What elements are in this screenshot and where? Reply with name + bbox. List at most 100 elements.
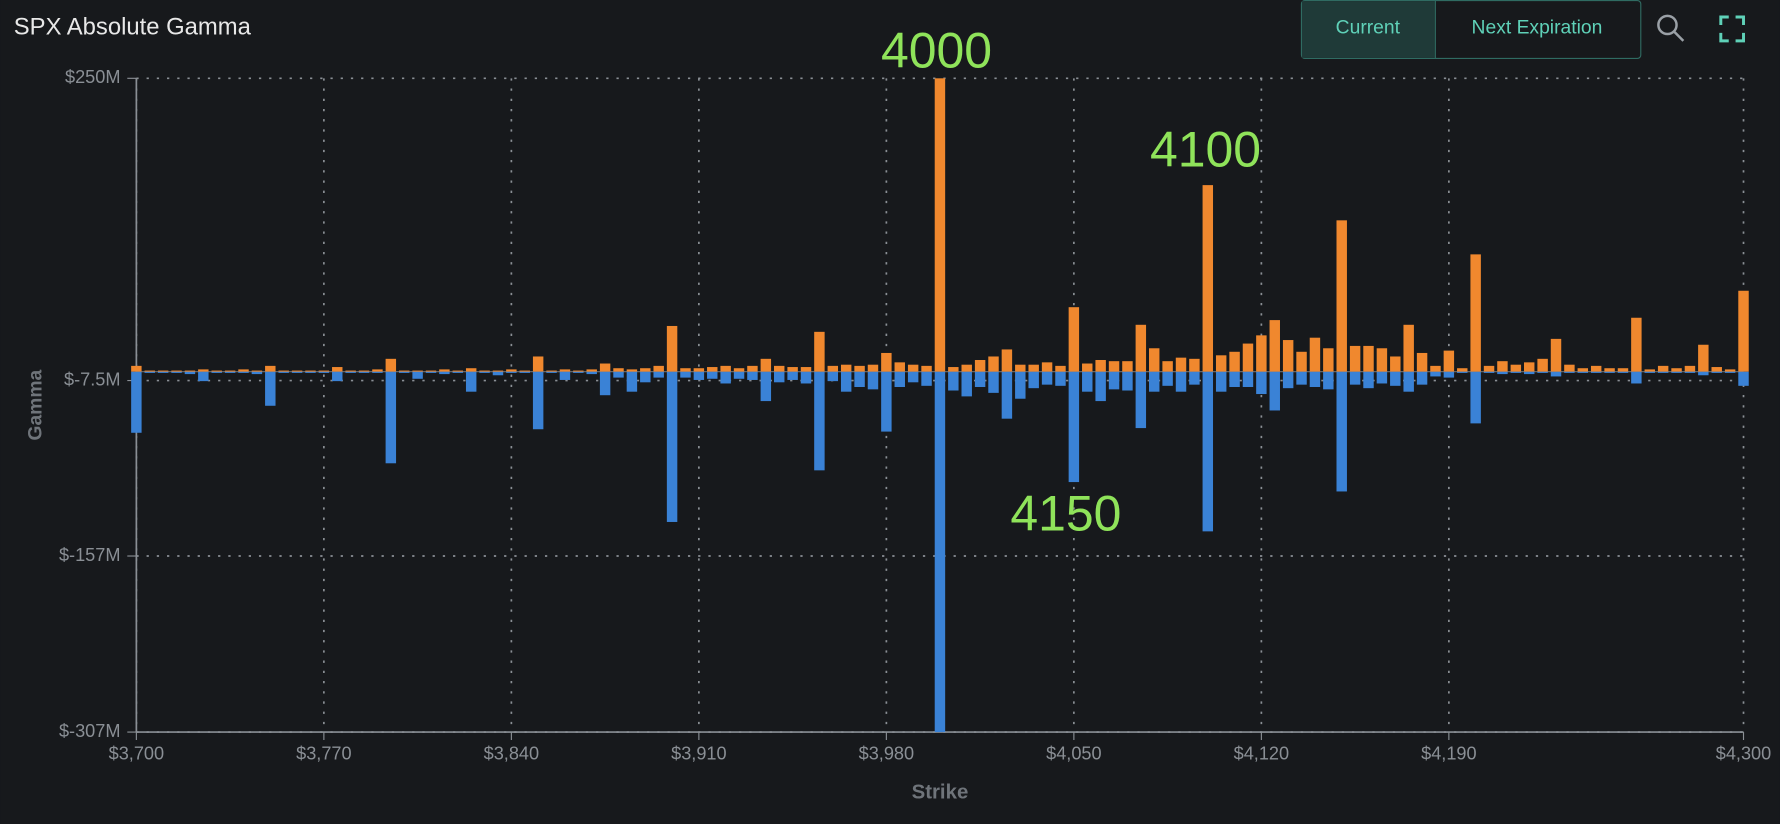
bar xyxy=(224,371,236,373)
fullscreen-icon[interactable] xyxy=(1719,15,1745,43)
bar xyxy=(1738,371,1749,386)
bar xyxy=(1510,364,1522,372)
bar xyxy=(465,368,477,372)
bar xyxy=(934,78,946,372)
bar xyxy=(385,371,397,464)
bar xyxy=(1430,371,1441,377)
bar xyxy=(599,371,611,396)
bar xyxy=(1202,185,1214,372)
bar xyxy=(814,331,825,372)
bar xyxy=(1657,371,1669,373)
bar xyxy=(948,367,959,372)
bar xyxy=(1684,365,1696,372)
bar xyxy=(747,371,758,380)
x-tick-label: $4,300 xyxy=(1716,744,1772,764)
bar xyxy=(613,368,624,372)
y-tick-label: $-307M xyxy=(59,721,121,741)
bar xyxy=(452,371,464,373)
button-group xyxy=(1300,0,1642,60)
bar xyxy=(425,371,437,373)
bar xyxy=(1269,320,1280,372)
bar xyxy=(1617,371,1629,373)
bar xyxy=(1122,361,1133,372)
bar xyxy=(1363,345,1374,372)
bar xyxy=(251,370,263,372)
annotation: 4100 xyxy=(1150,121,1261,177)
bar xyxy=(666,325,678,372)
bar xyxy=(1390,356,1401,372)
bar xyxy=(1390,371,1401,386)
bar xyxy=(157,371,169,373)
bar xyxy=(1149,371,1160,392)
bar xyxy=(1242,343,1254,372)
bar xyxy=(425,370,437,372)
bar xyxy=(934,371,946,733)
bar xyxy=(921,365,932,372)
bar xyxy=(707,367,718,372)
x-tick-label: $3,770 xyxy=(296,744,352,764)
bar xyxy=(693,368,705,372)
bar xyxy=(666,371,678,522)
bar xyxy=(1724,371,1736,373)
bar xyxy=(733,371,745,379)
bar xyxy=(1323,348,1334,372)
bar xyxy=(1309,337,1321,372)
bar xyxy=(184,371,196,375)
bar xyxy=(506,371,517,373)
bar xyxy=(1457,368,1468,372)
y-axis-title: Gamma xyxy=(26,370,47,441)
bar xyxy=(1564,364,1575,372)
bar xyxy=(412,371,423,379)
button-label[interactable]: Next Expiration xyxy=(1472,17,1603,38)
bar xyxy=(1470,371,1481,424)
bar xyxy=(680,371,691,378)
bar xyxy=(184,370,196,372)
bar xyxy=(439,371,450,375)
bar xyxy=(1657,365,1669,372)
bar xyxy=(372,369,383,372)
bar xyxy=(278,370,289,372)
bar xyxy=(867,364,879,372)
bar xyxy=(1135,324,1147,372)
bar xyxy=(1015,364,1026,372)
bar xyxy=(774,365,785,372)
bar xyxy=(144,371,155,373)
bar xyxy=(211,371,222,373)
bar xyxy=(1256,335,1267,372)
bar xyxy=(358,371,370,373)
bar xyxy=(1256,371,1267,395)
x-axis-title: Strike xyxy=(912,782,969,804)
bar xyxy=(974,371,986,387)
bar xyxy=(345,370,356,372)
bar xyxy=(1604,368,1615,372)
bar xyxy=(1524,362,1535,372)
bar xyxy=(1550,338,1562,372)
bar xyxy=(854,365,865,372)
x-tick-label: $3,840 xyxy=(484,744,539,764)
bar xyxy=(479,370,490,372)
bar xyxy=(1376,371,1388,384)
bar xyxy=(1175,371,1187,392)
bar xyxy=(1537,358,1548,372)
bar xyxy=(452,370,464,372)
bar xyxy=(1175,357,1187,372)
bar xyxy=(412,370,423,372)
bar xyxy=(492,370,504,372)
bar xyxy=(1457,371,1468,373)
bar xyxy=(1001,349,1013,372)
bar xyxy=(653,365,664,372)
bar xyxy=(1363,371,1374,389)
button-label[interactable]: Current xyxy=(1336,17,1401,38)
bar xyxy=(1483,371,1495,373)
x-tick-label: $4,050 xyxy=(1046,744,1102,764)
bar xyxy=(573,371,584,373)
bar xyxy=(1631,317,1642,372)
bar xyxy=(1590,371,1602,373)
zoom-icon[interactable] xyxy=(1657,14,1685,42)
button-current[interactable] xyxy=(1302,1,1435,58)
bar xyxy=(318,370,330,372)
bar xyxy=(1524,371,1535,375)
bar xyxy=(1202,371,1214,532)
x-tick-label: $4,120 xyxy=(1234,744,1290,764)
